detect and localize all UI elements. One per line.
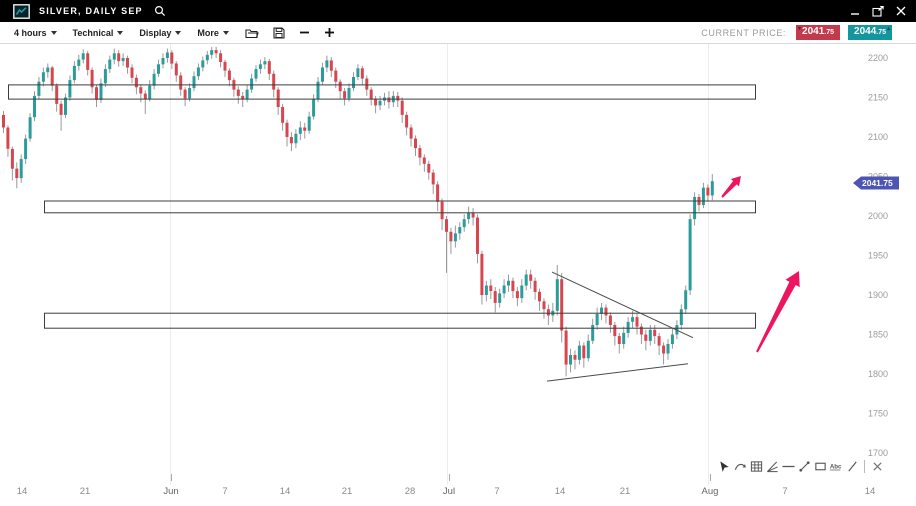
svg-text:2100: 2100 (868, 132, 888, 142)
text-tool-icon[interactable]: Abc (829, 459, 843, 473)
ask-price-decimal: .75 (876, 29, 886, 36)
more-label: More (197, 27, 219, 38)
month-gridlines (170, 44, 709, 485)
candles (2, 46, 714, 377)
svg-text:Jun: Jun (163, 486, 178, 497)
title-bar: SILVER, DAILY SEP (0, 0, 916, 22)
zoom-out-icon[interactable] (299, 27, 310, 38)
display-label: Display (139, 27, 172, 38)
save-icon[interactable] (273, 26, 285, 39)
open-folder-icon[interactable] (245, 27, 259, 39)
bid-price-badge: ▾ 2041.75 (796, 25, 841, 40)
timeframe-label: 4 hours (14, 27, 47, 38)
rectangle-tool-icon[interactable] (813, 459, 827, 473)
svg-text:14: 14 (555, 486, 566, 497)
chevron-down-icon (222, 31, 229, 35)
last-price-tag: 2041.75 (853, 176, 899, 190)
svg-text:7: 7 (782, 486, 787, 497)
svg-text:2000: 2000 (868, 211, 888, 221)
sr-zone-1[interactable] (8, 84, 756, 100)
current-price-label: CURRENT PRICE: (701, 27, 787, 38)
svg-text:1900: 1900 (868, 290, 888, 300)
chevron-down-icon (117, 31, 124, 35)
grid-tool-icon[interactable] (749, 459, 763, 473)
bullish-arrow-2[interactable] (756, 271, 800, 353)
close-toolbar-icon[interactable] (870, 459, 884, 473)
sr-zone-3[interactable] (44, 312, 756, 329)
sr-zone-2[interactable] (44, 200, 756, 214)
more-dropdown[interactable]: More (197, 28, 229, 38)
chart-toolbar: 4 hours Technical Display More CURRENT P… (0, 22, 916, 44)
bid-price-decimal: .75 (824, 29, 835, 36)
svg-text:1750: 1750 (868, 409, 888, 419)
trendline-1[interactable] (551, 271, 694, 339)
horizontal-line-tool-icon[interactable] (781, 459, 795, 473)
svg-text:2150: 2150 (868, 93, 888, 103)
svg-text:14: 14 (865, 486, 876, 497)
svg-text:21: 21 (620, 486, 631, 497)
svg-text:1950: 1950 (868, 251, 888, 261)
svg-text:1850: 1850 (868, 330, 888, 340)
bid-price-main: 2041 (802, 26, 825, 37)
zoom-in-icon[interactable] (324, 27, 335, 38)
ask-price-main: 2044 (854, 26, 877, 37)
svg-text:7: 7 (494, 486, 499, 497)
pointer-tool-icon[interactable] (717, 459, 731, 473)
svg-text:14: 14 (280, 486, 291, 497)
timeframe-dropdown[interactable]: 4 hours (14, 28, 57, 38)
chevron-down-icon (175, 31, 182, 35)
toolbar-divider (864, 459, 865, 473)
chart-title: SILVER, DAILY SEP (39, 6, 143, 16)
svg-text:1700: 1700 (868, 448, 888, 458)
svg-text:21: 21 (80, 486, 91, 497)
ask-price-badge: ▴ 2044.75 (848, 25, 892, 40)
svg-text:Abc: Abc (830, 463, 842, 470)
minimize-button[interactable] (850, 6, 860, 16)
svg-text:1800: 1800 (868, 369, 888, 379)
svg-text:28: 28 (405, 486, 416, 497)
svg-text:Jul: Jul (443, 486, 455, 497)
bullish-arrow-1[interactable] (721, 176, 741, 198)
angle-tool-icon[interactable] (765, 459, 779, 473)
up-tick-icon: ▴ (886, 26, 890, 32)
technical-dropdown[interactable]: Technical (73, 28, 124, 38)
chevron-down-icon (50, 31, 57, 35)
search-icon[interactable] (154, 5, 166, 17)
svg-text:Aug: Aug (702, 486, 719, 497)
svg-text:14: 14 (17, 486, 28, 497)
trendline-2[interactable] (546, 363, 689, 382)
time-axis-labels: 14 21 Jun 7 14 21 28 Jul 7 14 21 Aug 7 14 (17, 474, 876, 497)
svg-text:2041.75: 2041.75 (862, 178, 893, 188)
trendline-tool-icon[interactable] (797, 459, 811, 473)
svg-text:21: 21 (342, 486, 353, 497)
svg-text:7: 7 (222, 486, 227, 497)
price-chart[interactable]: 2200215021002050200019501900185018001750… (0, 44, 916, 506)
technical-label: Technical (72, 27, 114, 38)
popout-button[interactable] (872, 5, 884, 17)
svg-text:2200: 2200 (868, 53, 888, 63)
curve-tool-icon[interactable] (733, 459, 747, 473)
app-logo-icon (13, 3, 30, 19)
price-axis-labels: 2200215021002050200019501900185018001750… (868, 53, 888, 458)
down-tick-icon: ▾ (798, 26, 802, 32)
close-button[interactable] (896, 6, 906, 16)
drawing-toolbar: Abc (717, 459, 884, 473)
display-dropdown[interactable]: Display (139, 27, 182, 38)
line-tool-icon[interactable] (845, 459, 859, 473)
